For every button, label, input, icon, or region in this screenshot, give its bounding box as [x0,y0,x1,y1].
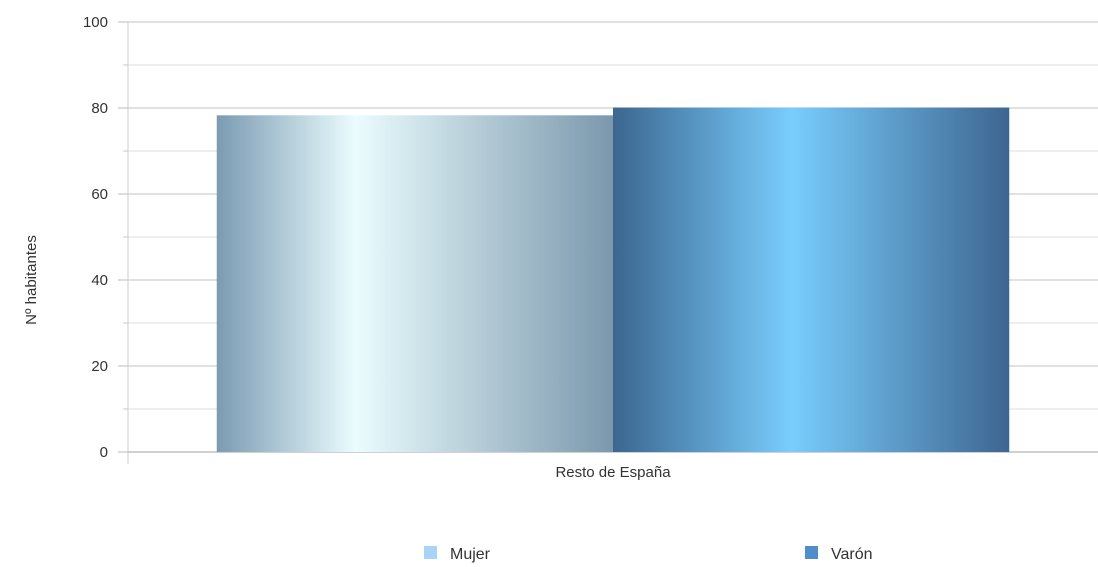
y-tick-label: 100 [83,14,108,31]
bar-mujer [216,115,613,452]
bar-var-n [613,107,1010,452]
legend-swatch [424,546,437,559]
bars [216,107,1010,452]
x-category-label: Resto de España [555,464,671,481]
y-axis-title: Nº habitantes [23,235,40,325]
y-tick-label: 40 [91,272,108,289]
tick-labels: 0 20 40 60 80 100 Resto de España [83,14,671,481]
legend-swatch [805,546,818,559]
y-tick-label: 20 [91,358,108,375]
legend-label: Varón [831,546,873,563]
legend-label: Mujer [450,546,491,563]
legend: Mujer Varón [424,546,873,563]
y-tick-label: 80 [91,100,108,117]
y-tick-label: 0 [100,444,108,461]
y-tick-label: 60 [91,186,108,203]
